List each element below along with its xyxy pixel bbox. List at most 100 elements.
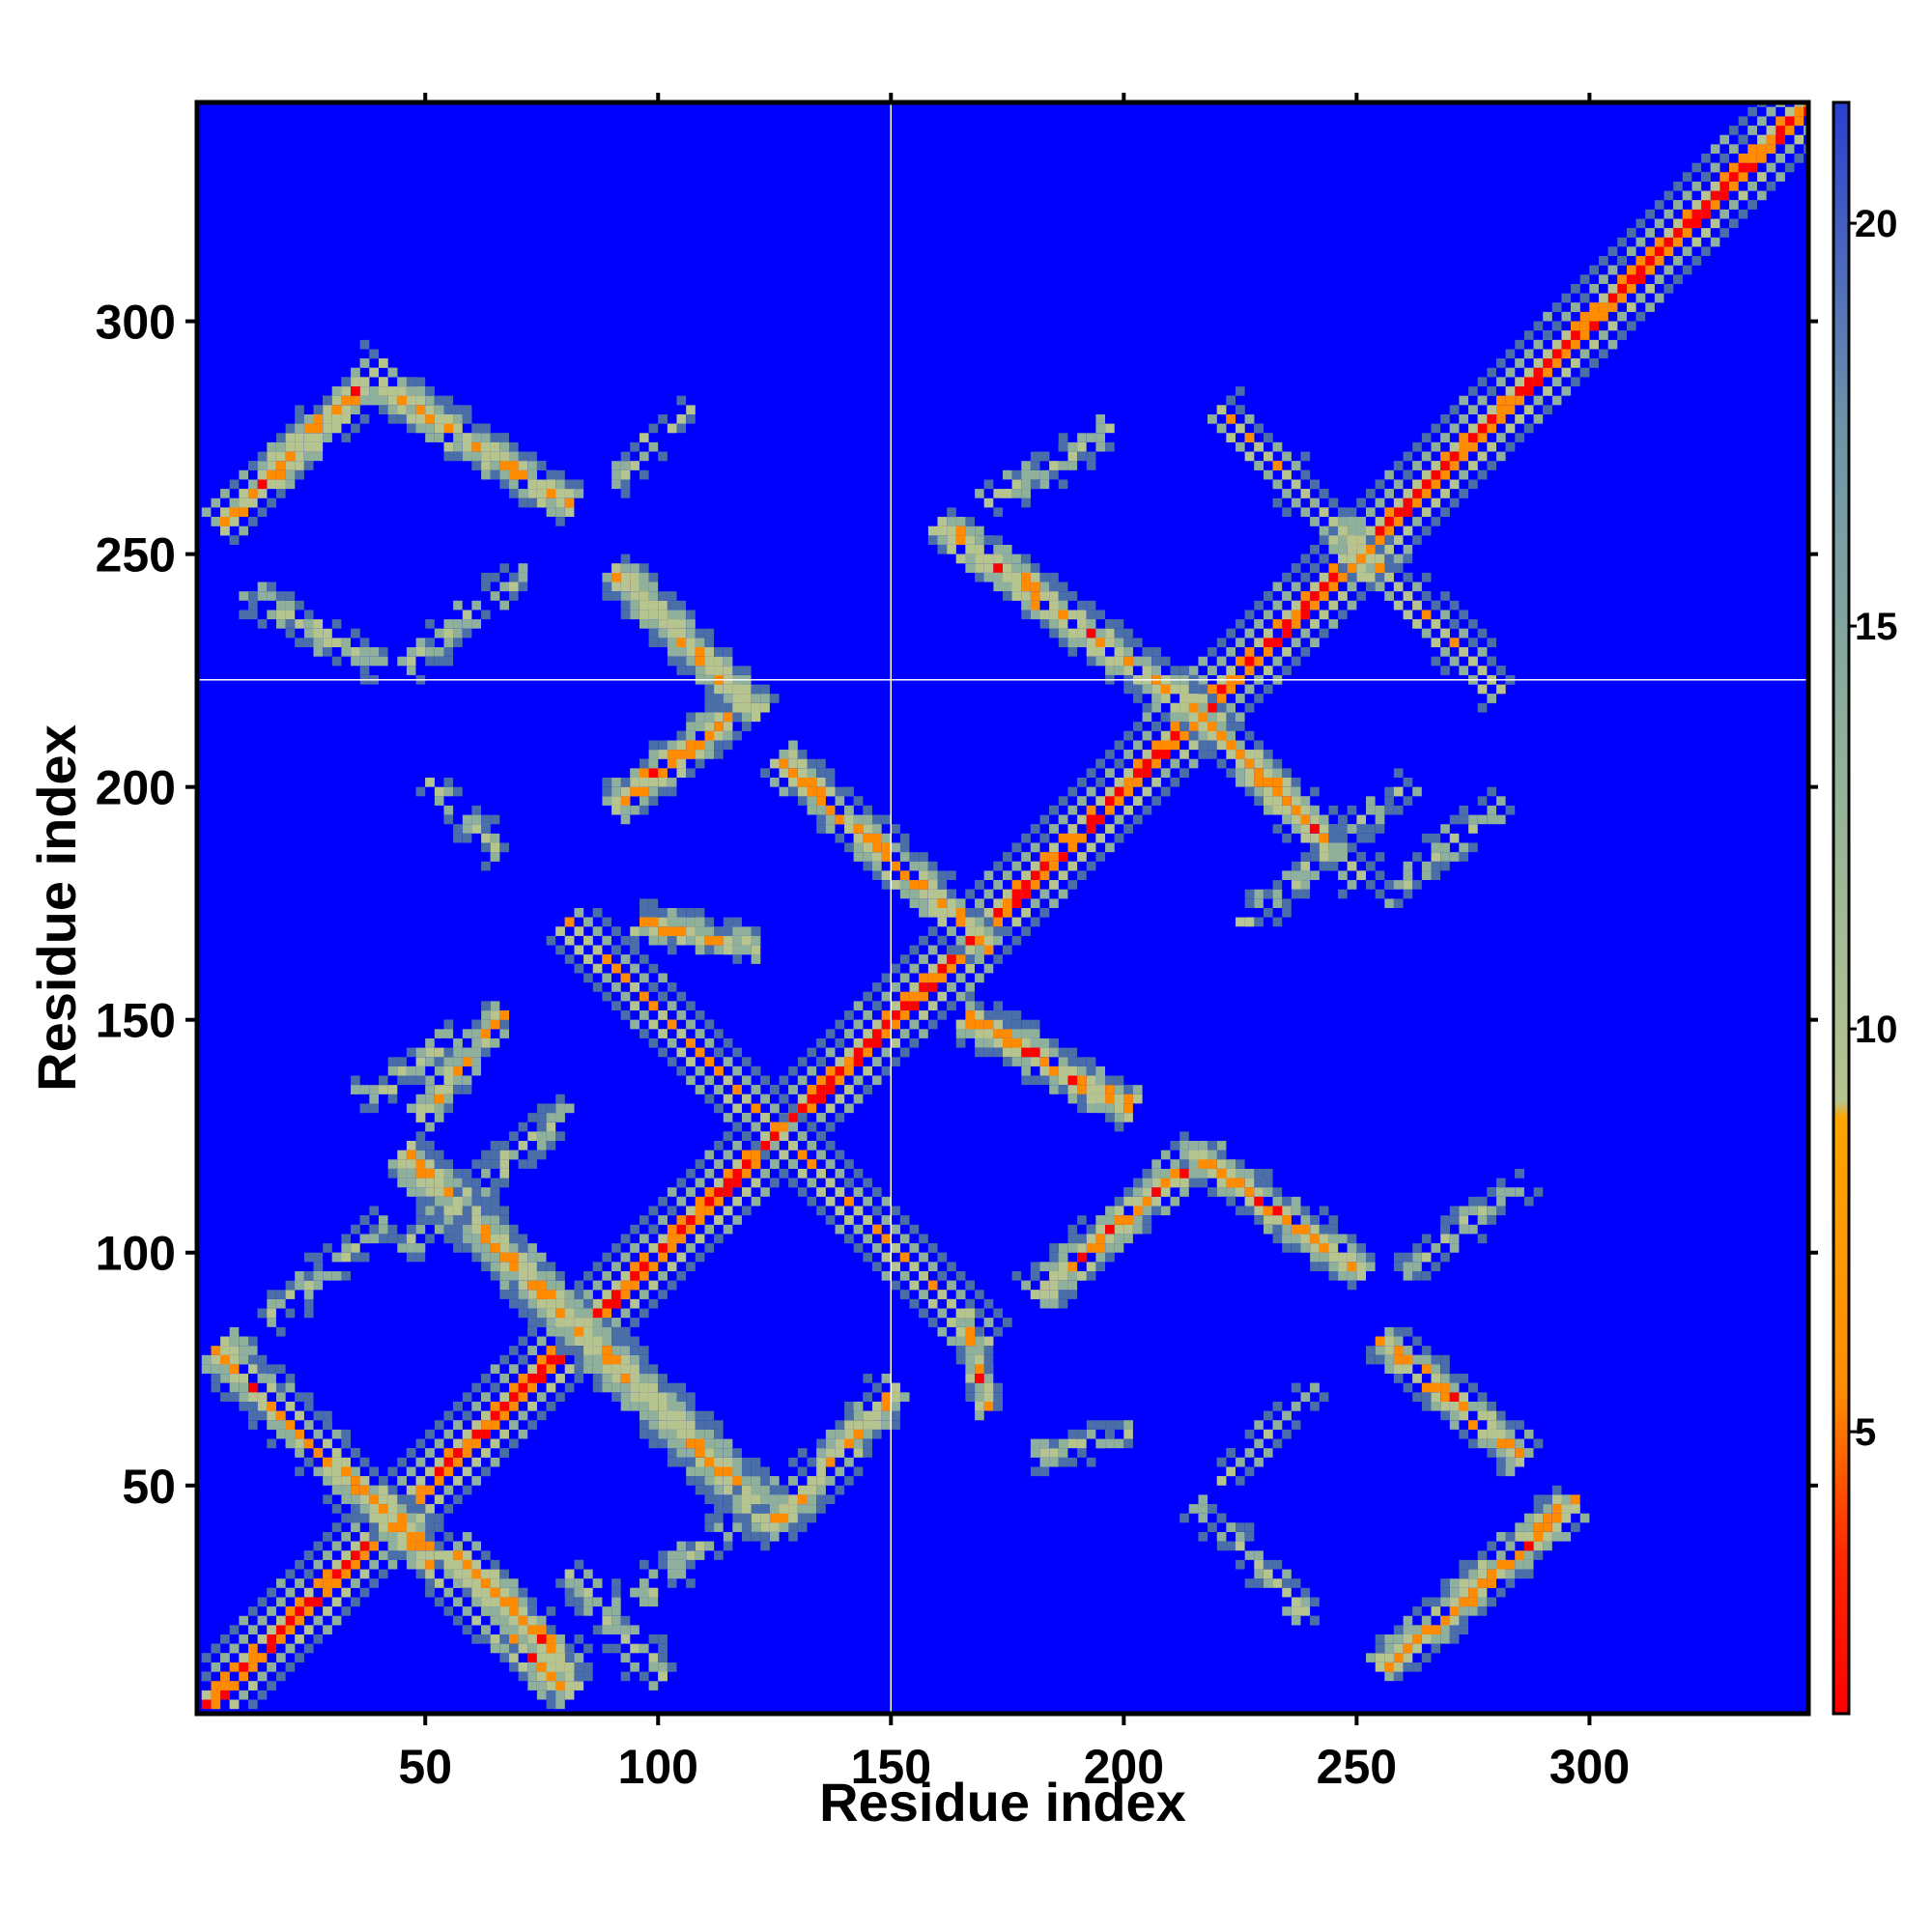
heatmap-cell (257, 461, 268, 470)
heatmap-cell (1579, 367, 1590, 378)
heatmap-cell (639, 1597, 649, 1607)
heatmap-cell (267, 1420, 276, 1430)
heatmap-cell (1747, 154, 1757, 163)
heatmap-cell (1505, 395, 1516, 406)
heatmap-cell (714, 1420, 724, 1430)
heatmap-cell (443, 1029, 454, 1038)
heatmap-cell (239, 469, 248, 480)
heatmap-cell (704, 628, 715, 639)
heatmap-cell (323, 405, 332, 414)
heatmap-cell (443, 1532, 454, 1542)
heatmap-cell (1067, 610, 1078, 620)
heatmap-cell (816, 1057, 826, 1066)
heatmap-cell (574, 1634, 584, 1644)
heatmap-cell (686, 414, 696, 424)
heatmap-cell (564, 954, 575, 964)
heatmap-cell (1505, 441, 1516, 452)
heatmap-cell (1635, 237, 1646, 247)
heatmap-cell (620, 1354, 631, 1365)
heatmap-cell (975, 908, 984, 918)
heatmap-cell (611, 963, 621, 974)
heatmap-cell (742, 1075, 752, 1086)
heatmap-cell (1338, 591, 1348, 601)
heatmap-cell (1011, 572, 1022, 582)
heatmap-cell (443, 1559, 454, 1570)
heatmap-cell (667, 1578, 677, 1588)
heatmap-cell (583, 1298, 593, 1309)
heatmap-cell (220, 1653, 230, 1662)
heatmap-cell (1208, 702, 1217, 713)
heatmap-cell (351, 377, 360, 386)
heatmap-cell (351, 1476, 360, 1486)
heatmap-cell (955, 973, 966, 983)
heatmap-cell (704, 1541, 715, 1551)
heatmap-cell (881, 1065, 892, 1076)
heatmap-cell (248, 1681, 258, 1690)
heatmap-cell (751, 1532, 761, 1542)
heatmap-cell (303, 1308, 314, 1319)
heatmap-cell (481, 441, 491, 452)
heatmap-cell (788, 1532, 798, 1542)
heatmap-cell (331, 1429, 342, 1439)
heatmap-cell (453, 1438, 463, 1449)
heatmap-cell (313, 1634, 324, 1644)
heatmap-cell (620, 554, 631, 564)
heatmap-cell (229, 1681, 240, 1690)
heatmap-cell (443, 1569, 454, 1579)
heatmap-cell (816, 758, 826, 769)
heatmap-cell (704, 702, 715, 713)
heatmap-cell (1794, 106, 1804, 117)
heatmap-cell (481, 1029, 491, 1038)
heatmap-cell (1384, 489, 1394, 498)
heatmap-cell (490, 469, 500, 480)
heatmap-cell (341, 1550, 351, 1560)
heatmap-cell (276, 1671, 286, 1682)
heatmap-cell (359, 1103, 370, 1114)
heatmap-cell (863, 1429, 872, 1439)
heatmap-cell (415, 1131, 426, 1141)
heatmap-cell (714, 750, 724, 759)
heatmap-cell (490, 1364, 500, 1374)
heatmap-cell (341, 1466, 351, 1477)
heatmap-cell (602, 991, 611, 1002)
heatmap-cell (276, 1410, 286, 1421)
heatmap-cell (546, 1354, 556, 1365)
heatmap-cell (397, 1065, 407, 1076)
heatmap-cell (509, 1662, 519, 1672)
heatmap-cell (1551, 302, 1562, 312)
heatmap-cell (536, 1643, 547, 1654)
heatmap-cell (434, 1522, 444, 1532)
heatmap-cell (1133, 758, 1143, 769)
heatmap-cell (1468, 433, 1478, 442)
heatmap-cell (844, 786, 854, 797)
heatmap-cell (425, 1047, 435, 1058)
heatmap-cell (816, 1169, 826, 1179)
heatmap-cell (937, 963, 948, 974)
heatmap-cell (1244, 684, 1255, 695)
heatmap-cell (965, 963, 975, 974)
heatmap-cell (220, 1354, 230, 1365)
heatmap-cell (770, 1532, 780, 1542)
heatmap-cell (443, 1075, 454, 1086)
heatmap-cell (891, 824, 900, 834)
heatmap-cell (658, 768, 668, 778)
heatmap-cell (1077, 600, 1087, 611)
heatmap-cell (993, 908, 1003, 918)
heatmap-cell (807, 1457, 817, 1467)
heatmap-cell (509, 1131, 519, 1141)
heatmap-cell (611, 469, 621, 480)
heatmap-cell (620, 1634, 631, 1644)
heatmap-cell (415, 1057, 426, 1066)
heatmap-cell (909, 1019, 920, 1030)
heatmap-cell (443, 1057, 454, 1066)
heatmap-cell (1086, 824, 1096, 834)
heatmap-cell (295, 1653, 304, 1662)
heatmap-cell (499, 1392, 509, 1402)
heatmap-cell (490, 1178, 500, 1188)
heatmap-cell (509, 1625, 519, 1634)
heatmap-cell (425, 1550, 435, 1560)
heatmap-cell (536, 1681, 547, 1690)
heatmap-cell (481, 1625, 491, 1634)
heatmap-cell (257, 1308, 268, 1319)
heatmap-cell (574, 1606, 584, 1616)
